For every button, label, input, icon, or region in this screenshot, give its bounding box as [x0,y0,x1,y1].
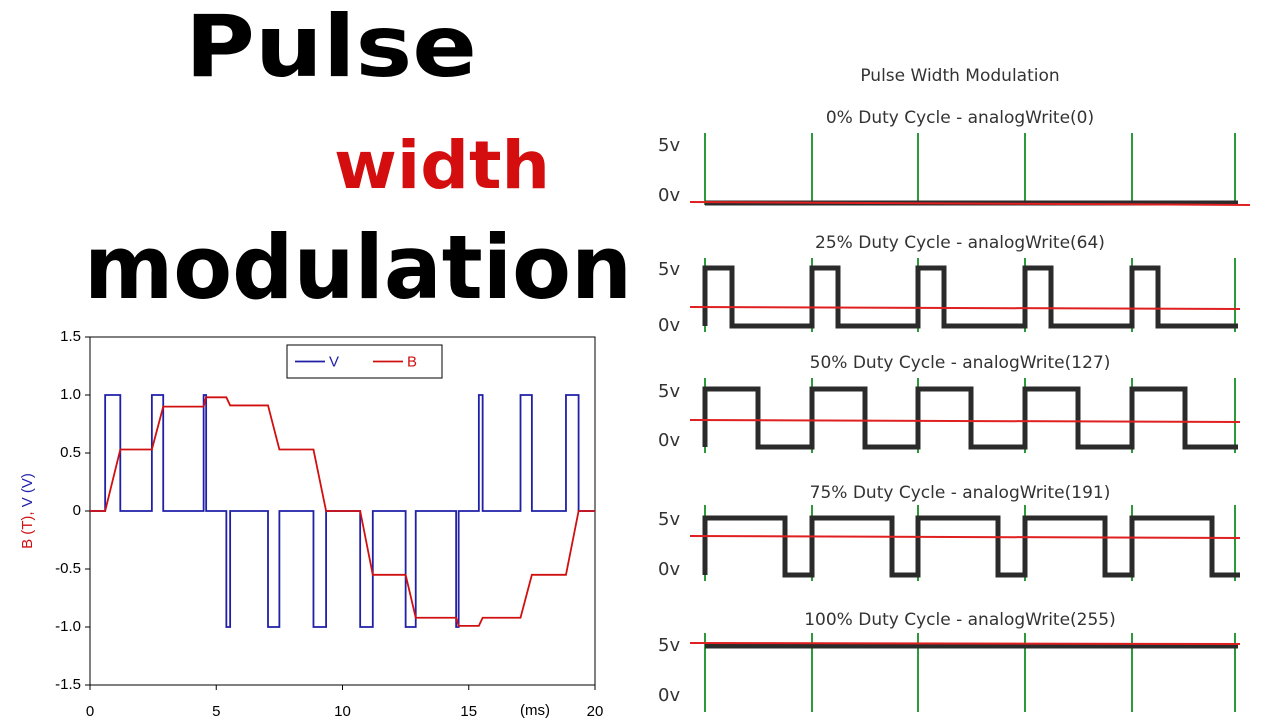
y-axis-label: B (T), V (V) [19,473,36,549]
level-label: 0v [658,185,680,206]
y-label-part: B (T), [19,511,36,549]
level-label: 0v [658,315,680,336]
panel-title: 0% Duty Cycle - analogWrite(0) [826,108,1094,128]
panel-title: 75% Duty Cycle - analogWrite(191) [810,483,1111,503]
level-label: 5v [658,635,680,656]
x-tick-label: 10 [334,703,351,720]
title-line: width [334,127,550,204]
level-label: 5v [658,135,680,156]
x-axis-label: (ms) [520,702,550,719]
y-tick-label: 0.5 [60,444,81,461]
panel-title: 25% Duty Cycle - analogWrite(64) [815,233,1105,253]
x-tick-label: 15 [460,703,477,720]
legend-label: B [407,353,417,370]
pwm-diagram: Pulse Width Modulation 0% Duty Cycle - a… [658,66,1251,712]
title-line: modulation [84,216,632,319]
line-chart: B (T), V (V) (ms) 1.5 1.0 0.5 0 -0.5 -1.0 -1.5… [19,328,603,720]
series-line [90,396,595,627]
panel-title: 100% Duty Cycle - analogWrite(255) [804,610,1116,630]
y-tick-label: -0.5 [55,560,81,577]
y-tick-label: 1.0 [60,386,81,403]
level-label: 5v [658,381,680,402]
x-tick-label: 5 [212,703,220,720]
x-tick-label: 20 [587,703,604,720]
average-lines [689,201,1251,645]
y-tick-label: -1.0 [55,618,81,635]
x-tick-label: 0 [86,703,94,720]
panel-title: 50% Duty Cycle - analogWrite(127) [810,353,1111,373]
level-label: 0v [658,685,680,706]
legend-label: V [329,353,339,370]
level-label: 5v [658,259,680,280]
pwm-title: Pulse Width Modulation [860,66,1059,86]
title-line: Pulse [185,0,477,97]
level-label: 0v [658,559,680,580]
level-label: 0v [658,430,680,451]
waveforms [702,200,1240,649]
y-tick-label: 0 [73,502,81,519]
y-tick-label: 1.5 [60,328,81,345]
level-label: 5v [658,509,680,530]
y-tick-label: -1.5 [55,676,81,693]
y-label-part: V (V) [19,473,36,507]
